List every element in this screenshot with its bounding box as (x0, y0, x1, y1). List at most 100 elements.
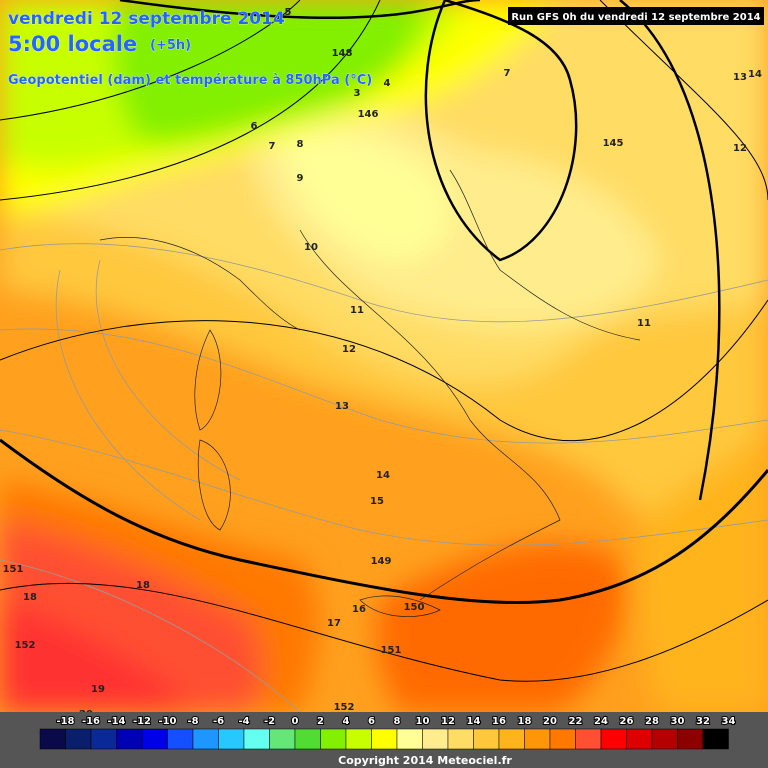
contour-label: 14 (748, 69, 762, 80)
contour-label: 12 (733, 143, 747, 154)
contour-thick (424, 0, 578, 262)
contour-label: 19 (91, 684, 105, 695)
colorbar-swatch (677, 728, 704, 750)
colorbar-swatch (549, 728, 576, 750)
colorbar-label: -18 (56, 716, 74, 727)
colorbar-swatch (39, 728, 66, 750)
colorbar-swatch (269, 728, 296, 750)
coastlines (99, 169, 641, 617)
colorbar-swatch (498, 728, 525, 750)
contour-label: 18 (23, 592, 37, 603)
contour-label: 8 (297, 139, 304, 150)
isotherms (0, 243, 768, 712)
contour-label: 152 (334, 702, 355, 713)
run-info: Run GFS 0h du vendredi 12 septembre 2014 (511, 12, 760, 23)
contour-label: 145 (603, 138, 624, 149)
colorbar-label: 22 (569, 716, 583, 727)
colorbar-swatch (167, 728, 194, 750)
contour-label: 5 (285, 7, 292, 18)
colorbar-swatch (218, 728, 245, 750)
colorbar-swatch (294, 728, 321, 750)
colorbar-label: 10 (416, 716, 430, 727)
contour-label: 152 (15, 640, 36, 651)
colorbar-label: 34 (722, 716, 736, 727)
contour-label: 7 (504, 68, 511, 79)
colorbar-label: 18 (518, 716, 532, 727)
colorbar-label: -2 (264, 716, 275, 727)
colorbar-label: -8 (187, 716, 198, 727)
colorbar-label: -16 (82, 716, 100, 727)
contour-label: 15 (370, 496, 384, 507)
colorbar-label: 0 (292, 716, 299, 727)
colorbar-swatch (320, 728, 347, 750)
contour-label: 11 (350, 305, 364, 316)
contour-label: 9 (297, 173, 304, 184)
contour-label: 4 (384, 78, 391, 89)
colorbar-label: 24 (594, 716, 608, 727)
colorbar-swatch (243, 728, 270, 750)
colorbar-swatch (371, 728, 398, 750)
contour-label: 149 (371, 556, 392, 567)
colorbar-swatch (524, 728, 551, 750)
contour-thick (0, 438, 768, 605)
contour-label: 150 (404, 602, 425, 613)
colorbar-swatch (600, 728, 627, 750)
contour-label: 18 (136, 580, 150, 591)
colorbar-swatch (422, 728, 449, 750)
contour-label: 146 (358, 109, 379, 120)
colorbar-label: 32 (696, 716, 710, 727)
colorbar-swatch (116, 728, 143, 750)
contour-label: 13 (733, 72, 747, 83)
colorbar-label: -10 (158, 716, 176, 727)
colorbar: -18 -16 -14 -12 -10 -8 -6 -4 -2 0 2 4 6 8 10 12 14 16 18 20… (39, 715, 736, 750)
colorbar-label: 2 (317, 716, 324, 727)
contour-label: 11 (637, 318, 651, 329)
contour-thick (119, 0, 721, 501)
contour-label: 7 (269, 141, 276, 152)
colorbar-label: 28 (645, 716, 659, 727)
colorbar-swatch (626, 728, 653, 750)
colorbar-swatch (575, 728, 602, 750)
colorbar-swatch (702, 728, 729, 750)
colorbar-label: 4 (343, 716, 350, 727)
colorbar-swatch (192, 728, 219, 750)
colorbar-swatch (396, 728, 423, 750)
contour-label: 13 (335, 401, 349, 412)
contour-label: 17 (327, 618, 341, 629)
colorbar-label: -12 (133, 716, 151, 727)
colorbar-label: 12 (441, 716, 455, 727)
colorbar-swatch (141, 728, 168, 750)
colorbar-label: 20 (543, 716, 557, 727)
contour-label: 3 (354, 88, 361, 99)
colorbar-label: 26 (620, 716, 634, 727)
contour-label: 20 (79, 709, 93, 720)
colorbar-label: 8 (394, 716, 401, 727)
local-time: 5:00 locale (8, 32, 137, 56)
lead-time: (+5h) (150, 38, 191, 53)
colorbar-label: 16 (492, 716, 506, 727)
contour-label: 151 (381, 645, 402, 656)
colorbar-label: 6 (368, 716, 375, 727)
map-title: vendredi 12 septembre 2014 (8, 9, 285, 29)
contour-label: 148 (332, 48, 353, 59)
colorbar-swatch (473, 728, 500, 750)
colorbar-label: -4 (238, 716, 249, 727)
colorbar-swatch (447, 728, 474, 750)
colorbar-swatch (90, 728, 117, 750)
colorbar-swatch (651, 728, 678, 750)
colorbar-swatch (345, 728, 372, 750)
contour-label: 6 (251, 121, 258, 132)
colorbar-label: -6 (213, 716, 224, 727)
colorbar-label: 30 (671, 716, 685, 727)
map-subtitle: Geopotentiel (dam) et température à 850h… (8, 73, 372, 88)
copyright: Copyright 2014 Meteociel.fr (338, 754, 512, 767)
run-box (508, 7, 764, 25)
contour-label: 10 (304, 242, 318, 253)
contour-label: 151 (3, 564, 24, 575)
colorbar-label: -14 (107, 716, 125, 727)
contour-label: 16 (352, 604, 366, 615)
colorbar-swatch (65, 728, 92, 750)
contour-label: 14 (376, 470, 390, 481)
